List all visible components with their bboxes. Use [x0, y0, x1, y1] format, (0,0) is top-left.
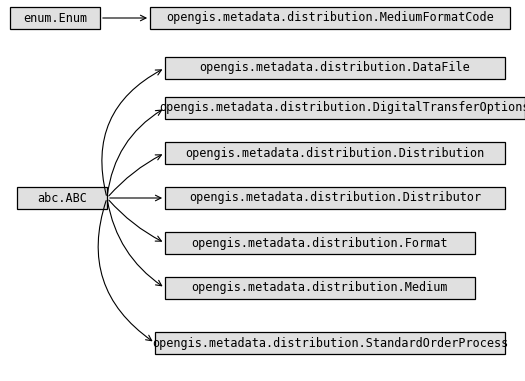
FancyBboxPatch shape — [17, 187, 107, 209]
FancyBboxPatch shape — [165, 142, 505, 164]
Text: abc.ABC: abc.ABC — [37, 192, 87, 205]
FancyBboxPatch shape — [165, 97, 525, 119]
Text: opengis.metadata.distribution.Distributor: opengis.metadata.distribution.Distributo… — [189, 192, 481, 205]
FancyBboxPatch shape — [155, 332, 505, 354]
FancyBboxPatch shape — [165, 187, 505, 209]
Text: opengis.metadata.distribution.DigitalTransferOptions: opengis.metadata.distribution.DigitalTra… — [160, 101, 525, 115]
FancyBboxPatch shape — [165, 57, 505, 79]
Text: enum.Enum: enum.Enum — [23, 11, 87, 24]
FancyBboxPatch shape — [150, 7, 510, 29]
FancyBboxPatch shape — [165, 277, 475, 299]
Text: opengis.metadata.distribution.DataFile: opengis.metadata.distribution.DataFile — [200, 61, 470, 75]
FancyBboxPatch shape — [165, 232, 475, 254]
Text: opengis.metadata.distribution.Format: opengis.metadata.distribution.Format — [192, 237, 448, 250]
Text: opengis.metadata.distribution.MediumFormatCode: opengis.metadata.distribution.MediumForm… — [166, 11, 494, 24]
Text: opengis.metadata.distribution.Medium: opengis.metadata.distribution.Medium — [192, 282, 448, 295]
FancyBboxPatch shape — [10, 7, 100, 29]
Text: opengis.metadata.distribution.StandardOrderProcess: opengis.metadata.distribution.StandardOr… — [152, 336, 508, 349]
Text: opengis.metadata.distribution.Distribution: opengis.metadata.distribution.Distributi… — [185, 147, 485, 160]
